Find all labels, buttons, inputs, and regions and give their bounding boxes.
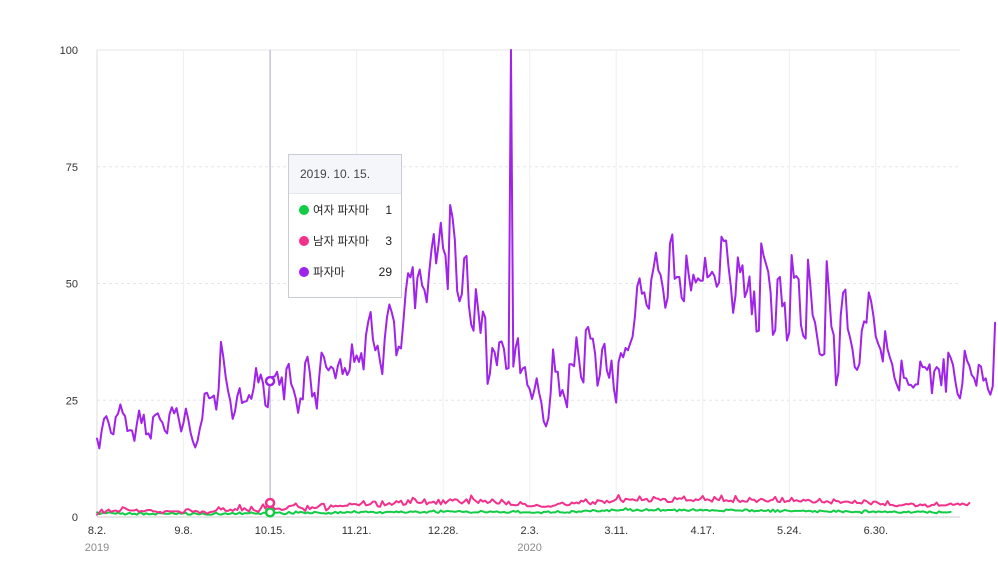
x-tick-label: 9.8.	[174, 525, 192, 537]
series-line-pajama	[96, 49, 997, 450]
hover-indicator	[264, 50, 276, 518]
y-tick-label: 25	[66, 395, 78, 407]
x-year-label: 2019	[85, 542, 109, 554]
x-tick-label: 5.24.	[777, 525, 801, 537]
tooltip-row-pajama: 파자마 29	[289, 256, 401, 287]
tooltip-series-name: 남자 파자마	[313, 235, 370, 248]
series-color-dot	[299, 204, 309, 215]
series-line-men-pajama	[96, 494, 971, 516]
tooltip-series-value: 29	[378, 264, 392, 279]
hover-point-men-pajama	[264, 497, 276, 509]
x-tick-label: 6.30.	[864, 525, 888, 537]
hover-point-pajama	[264, 375, 276, 387]
tooltip-date: 2019. 10. 15.	[289, 155, 401, 194]
hover-point-women-pajama	[264, 507, 276, 518]
grid-lines	[97, 49, 960, 517]
tooltip-row-men-pajama: 남자 파자마 3	[289, 225, 401, 256]
tooltip-series-value: 3	[385, 233, 392, 248]
x-year-label: 2020	[517, 542, 541, 554]
x-tick-label: 11.21.	[342, 525, 372, 537]
series-color-dot	[299, 266, 309, 277]
y-tick-label: 50	[66, 279, 78, 291]
tooltip-series-name: 여자 파자마	[313, 204, 370, 217]
series-lines	[96, 49, 997, 516]
tooltip-row-women-pajama: 여자 파자마 1	[289, 194, 401, 225]
x-tick-label: 3.11.	[604, 525, 628, 537]
series-color-dot	[299, 235, 309, 246]
y-tick-label: 100	[60, 45, 78, 57]
hover-tooltip: 2019. 10. 15. 여자 파자마 1 남자 파자마 3 파자마 29	[288, 154, 402, 298]
tooltip-series-name: 파자마	[313, 266, 345, 279]
x-tick-label: 10.15.	[255, 525, 286, 537]
y-tick-label: 75	[66, 162, 78, 174]
x-tick-label: 12.28.	[428, 525, 459, 537]
x-tick-label: 8.2.	[88, 525, 106, 537]
series-line-women-pajama	[96, 507, 952, 516]
y-tick-label: 0	[72, 512, 78, 524]
tooltip-series-value: 1	[385, 202, 392, 217]
x-tick-label: 2.3.	[520, 525, 538, 537]
x-tick-label: 4.17.	[691, 525, 715, 537]
